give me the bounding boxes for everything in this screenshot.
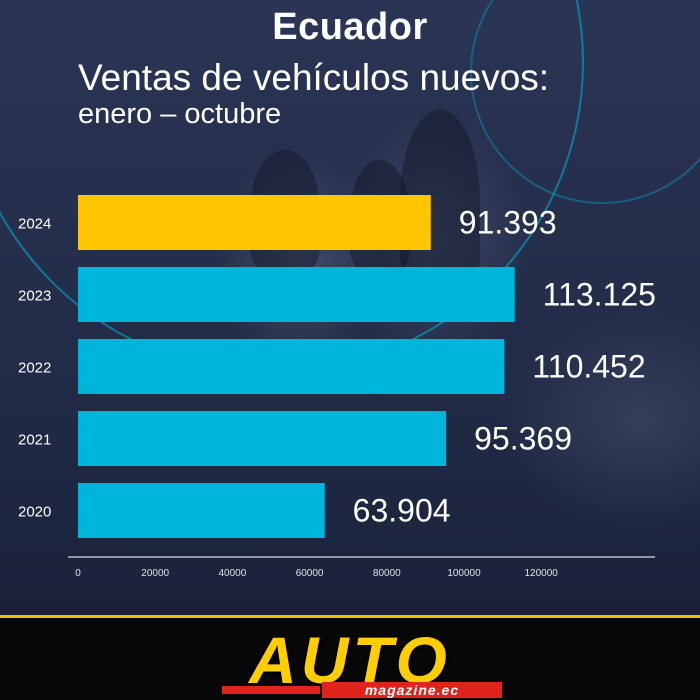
brand-stripe bbox=[222, 686, 320, 694]
category-label: 2020 bbox=[18, 504, 51, 521]
x-tick-label: 20000 bbox=[141, 568, 169, 579]
bar-2022 bbox=[78, 339, 505, 394]
x-tick-label: 100000 bbox=[447, 568, 481, 579]
bar-2021 bbox=[78, 411, 447, 466]
x-tick-label: 60000 bbox=[296, 568, 324, 579]
x-tick-label: 80000 bbox=[373, 568, 401, 579]
data-label: 113.125 bbox=[543, 277, 656, 313]
bar-2023 bbox=[78, 267, 515, 322]
category-label: 2021 bbox=[18, 432, 51, 449]
category-label: 2022 bbox=[18, 360, 51, 377]
bar-chart: 2024 91.393 2023 113.125 2022 110.452 2021 95.3… bbox=[18, 195, 656, 579]
category-label: 2023 bbox=[18, 288, 51, 305]
chart-period: enero – octubre bbox=[78, 98, 282, 130]
x-tick-label: 0 bbox=[75, 568, 81, 579]
bar-2024 bbox=[78, 195, 431, 250]
bar-2020 bbox=[78, 483, 325, 538]
category-label: 2024 bbox=[18, 216, 51, 233]
page-title: Ecuador bbox=[272, 6, 428, 48]
brand-subtitle: magazine.ec bbox=[322, 682, 502, 698]
x-tick-label: 40000 bbox=[218, 568, 246, 579]
data-label: 63.904 bbox=[353, 493, 451, 529]
data-label: 95.369 bbox=[474, 421, 572, 457]
chart-subtitle: Ventas de vehículos nuevos: bbox=[78, 57, 550, 98]
x-tick-label: 120000 bbox=[525, 568, 559, 579]
data-label: 110.452 bbox=[532, 349, 645, 385]
data-label: 91.393 bbox=[459, 205, 557, 241]
